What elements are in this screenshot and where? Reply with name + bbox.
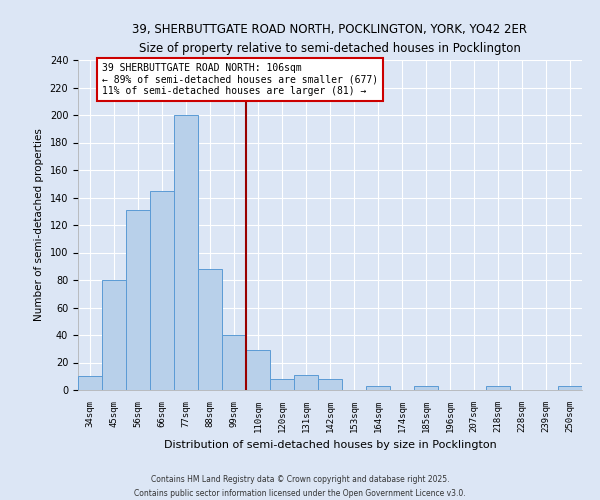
Bar <box>78 376 102 390</box>
Bar <box>102 280 126 390</box>
Bar <box>246 350 270 390</box>
X-axis label: Distribution of semi-detached houses by size in Pocklington: Distribution of semi-detached houses by … <box>164 440 496 450</box>
Bar <box>126 210 150 390</box>
Bar <box>366 386 390 390</box>
Bar <box>294 375 318 390</box>
Text: Contains HM Land Registry data © Crown copyright and database right 2025.
Contai: Contains HM Land Registry data © Crown c… <box>134 476 466 498</box>
Bar <box>174 115 198 390</box>
Bar <box>270 379 294 390</box>
Bar <box>150 190 174 390</box>
Bar <box>558 386 582 390</box>
Title: 39, SHERBUTTGATE ROAD NORTH, POCKLINGTON, YORK, YO42 2ER
Size of property relati: 39, SHERBUTTGATE ROAD NORTH, POCKLINGTON… <box>133 22 527 54</box>
Bar <box>222 335 246 390</box>
Text: 39 SHERBUTTGATE ROAD NORTH: 106sqm
← 89% of semi-detached houses are smaller (67: 39 SHERBUTTGATE ROAD NORTH: 106sqm ← 89%… <box>102 62 378 96</box>
Y-axis label: Number of semi-detached properties: Number of semi-detached properties <box>34 128 44 322</box>
Bar <box>318 379 342 390</box>
Bar <box>486 386 510 390</box>
Bar <box>198 269 222 390</box>
Bar <box>414 386 438 390</box>
